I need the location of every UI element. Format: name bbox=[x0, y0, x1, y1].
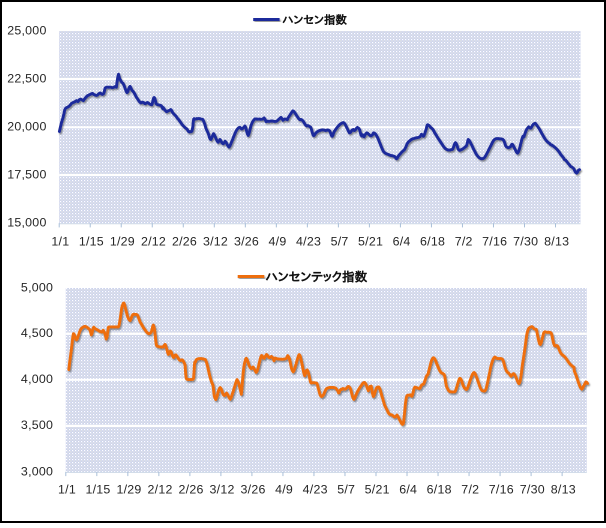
svg-text:6/4: 6/4 bbox=[399, 482, 417, 496]
svg-text:5/21: 5/21 bbox=[358, 235, 383, 249]
svg-text:6/18: 6/18 bbox=[420, 235, 445, 249]
svg-text:1/15: 1/15 bbox=[79, 235, 104, 249]
svg-text:4/23: 4/23 bbox=[296, 235, 321, 249]
svg-text:3/12: 3/12 bbox=[203, 235, 228, 249]
svg-text:22,500: 22,500 bbox=[7, 71, 46, 85]
svg-text:4/23: 4/23 bbox=[303, 482, 328, 496]
svg-text:7/30: 7/30 bbox=[520, 482, 545, 496]
svg-text:7/16: 7/16 bbox=[489, 482, 514, 496]
svg-text:1/1: 1/1 bbox=[58, 482, 76, 496]
svg-text:25,000: 25,000 bbox=[7, 23, 46, 37]
svg-text:5/7: 5/7 bbox=[337, 482, 355, 496]
svg-text:15,000: 15,000 bbox=[7, 216, 46, 230]
svg-text:2/26: 2/26 bbox=[172, 235, 197, 249]
svg-text:1/1: 1/1 bbox=[51, 235, 69, 249]
svg-text:2/12: 2/12 bbox=[148, 482, 173, 496]
svg-text:4,000: 4,000 bbox=[21, 372, 53, 386]
svg-text:20,000: 20,000 bbox=[7, 120, 46, 134]
svg-text:7/16: 7/16 bbox=[482, 235, 507, 249]
svg-text:3,000: 3,000 bbox=[21, 464, 53, 478]
svg-text:5,000: 5,000 bbox=[21, 280, 53, 294]
svg-text:8/13: 8/13 bbox=[551, 482, 576, 496]
svg-text:6/4: 6/4 bbox=[393, 235, 411, 249]
svg-text:1/29: 1/29 bbox=[116, 482, 141, 496]
svg-text:7/2: 7/2 bbox=[455, 235, 473, 249]
svg-text:5/7: 5/7 bbox=[331, 235, 349, 249]
svg-text:7/30: 7/30 bbox=[513, 235, 538, 249]
svg-text:1/15: 1/15 bbox=[85, 482, 110, 496]
svg-text:4/9: 4/9 bbox=[275, 482, 293, 496]
svg-text:3/26: 3/26 bbox=[241, 482, 266, 496]
svg-text:7/2: 7/2 bbox=[461, 482, 479, 496]
svg-text:6/18: 6/18 bbox=[427, 482, 452, 496]
svg-text:8/13: 8/13 bbox=[544, 235, 569, 249]
svg-text:17,500: 17,500 bbox=[7, 167, 46, 181]
svg-text:3,500: 3,500 bbox=[21, 418, 53, 432]
svg-text:2/12: 2/12 bbox=[141, 235, 166, 249]
svg-text:1/29: 1/29 bbox=[110, 235, 135, 249]
svg-text:4/9: 4/9 bbox=[269, 235, 287, 249]
svg-text:3/12: 3/12 bbox=[210, 482, 235, 496]
svg-text:5/21: 5/21 bbox=[365, 482, 390, 496]
svg-text:3/26: 3/26 bbox=[234, 235, 259, 249]
svg-text:4,500: 4,500 bbox=[21, 326, 53, 340]
svg-text:2/26: 2/26 bbox=[179, 482, 204, 496]
